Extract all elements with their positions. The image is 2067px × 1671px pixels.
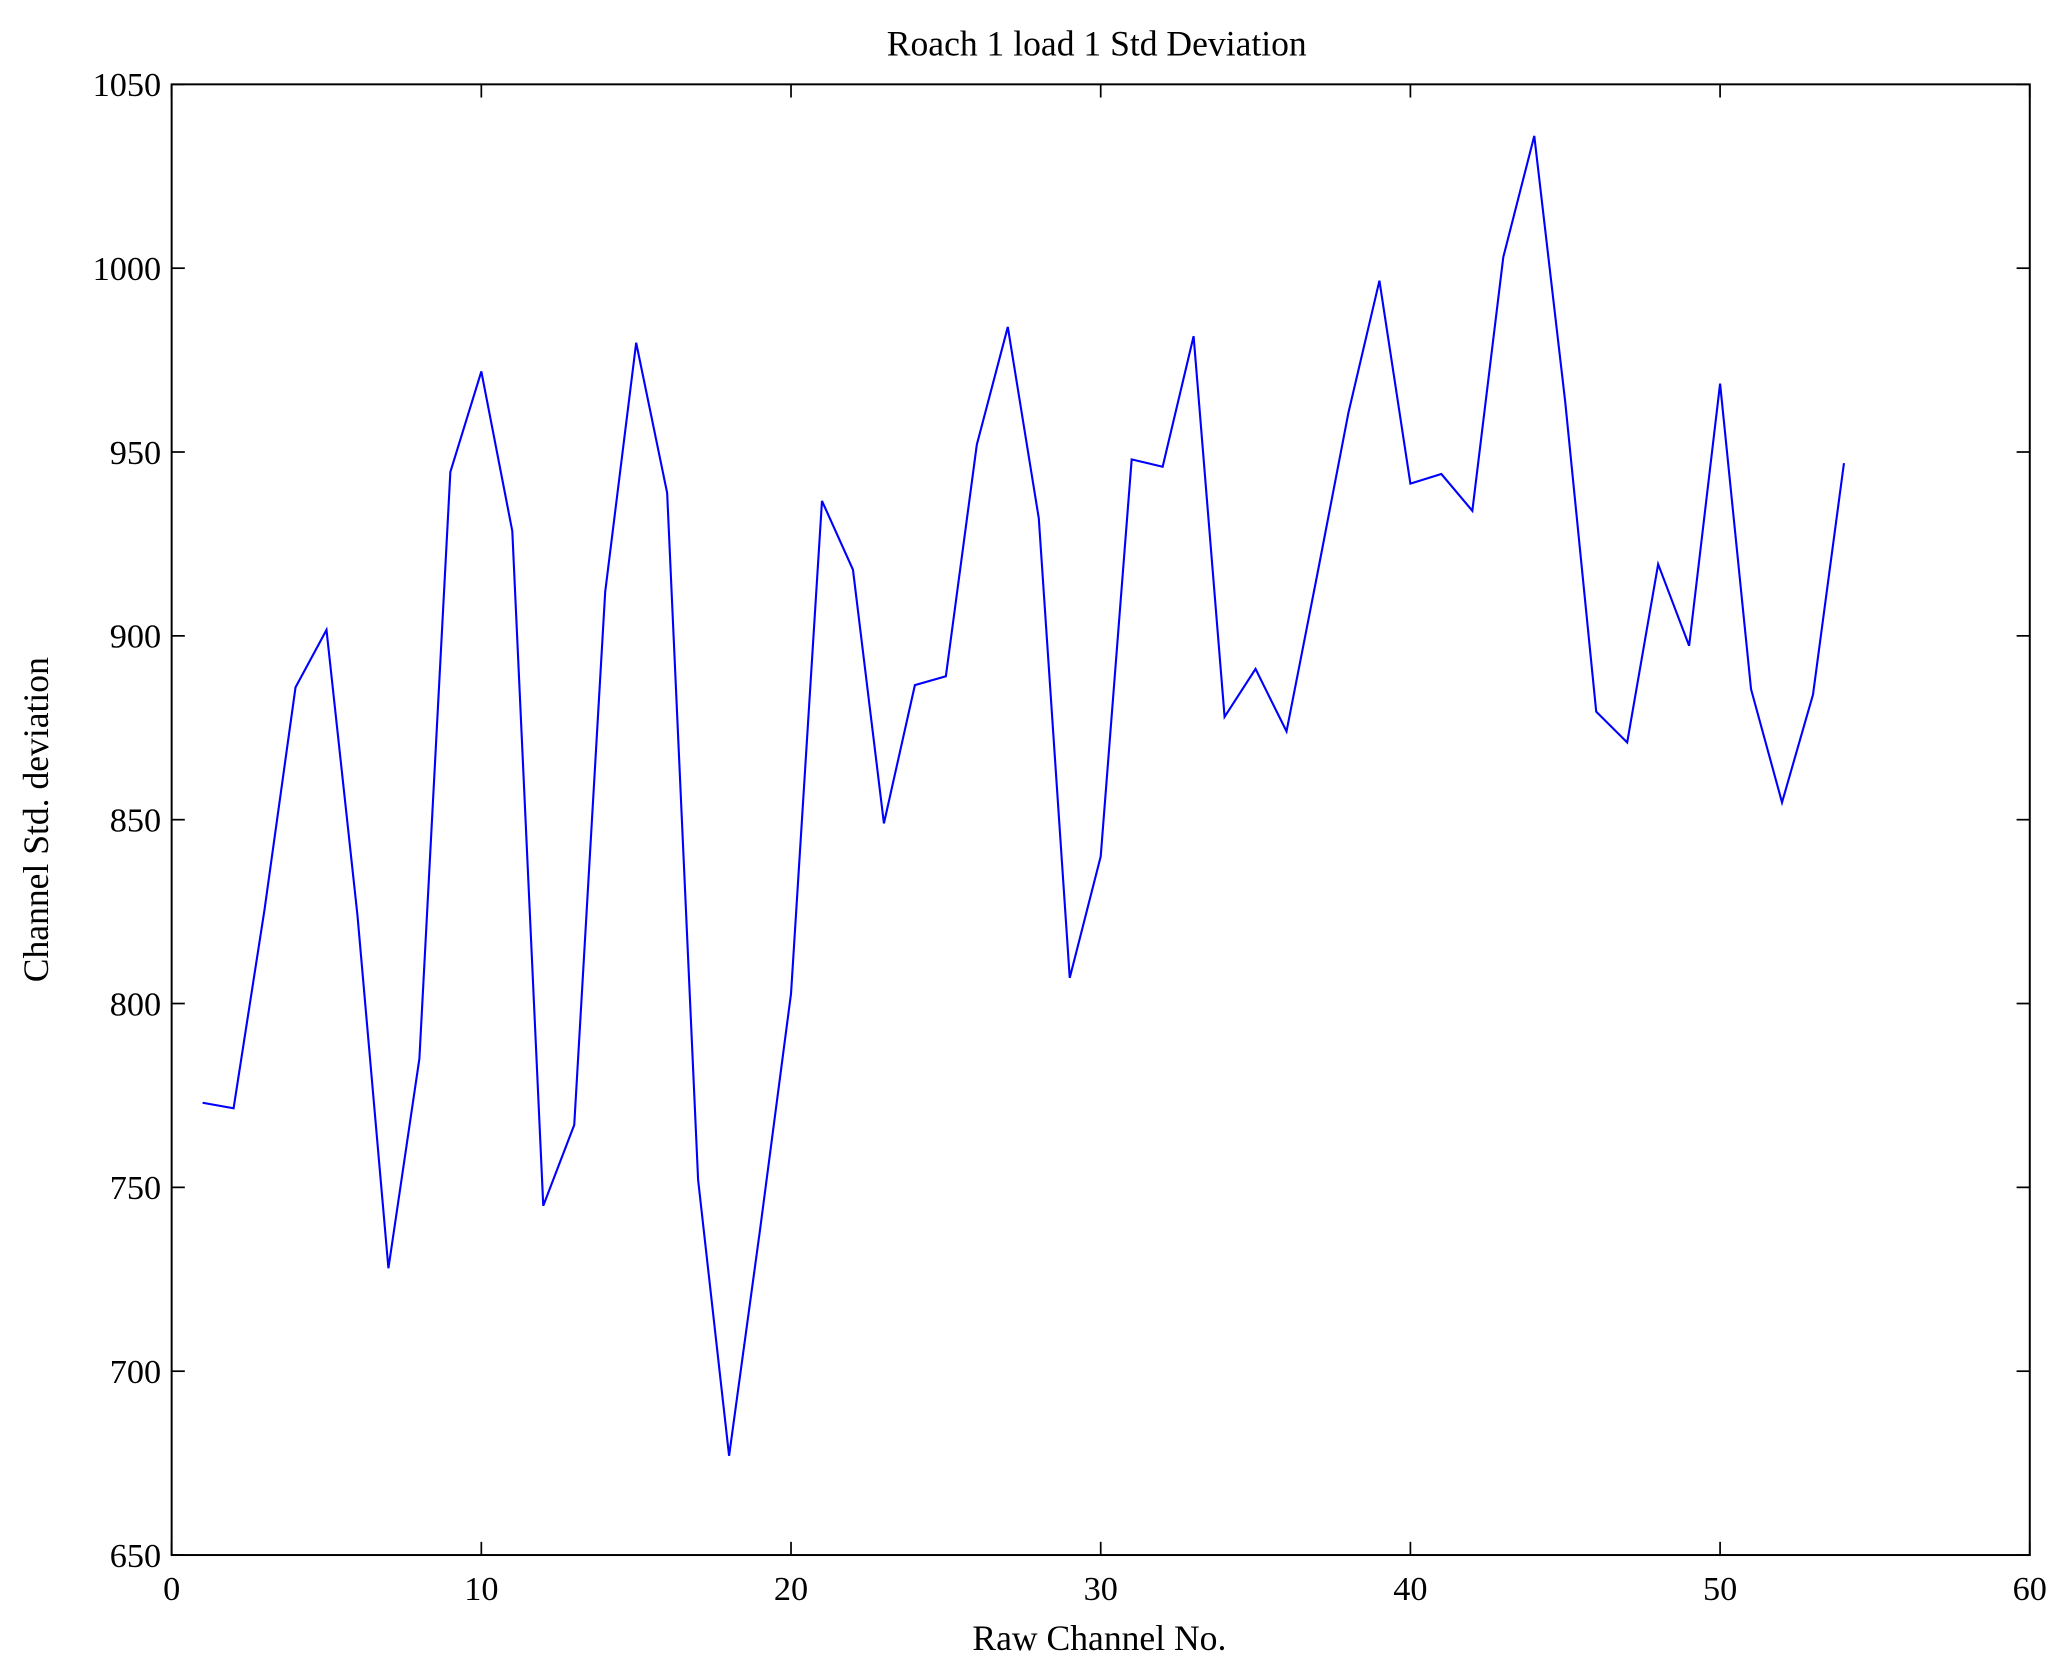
y-tick-label: 850	[110, 802, 161, 840]
y-tick-label: 750	[110, 1169, 161, 1207]
y-tick-label: 900	[110, 618, 161, 656]
y-tick-label: 650	[110, 1537, 161, 1575]
x-tick-label: 30	[1084, 1570, 1118, 1608]
x-tick-label: 0	[163, 1570, 180, 1608]
y-tick-label: 1000	[93, 250, 162, 288]
y-tick-label: 800	[110, 985, 161, 1023]
chart-title: Roach 1 load 1 Std Deviation	[887, 23, 1307, 63]
x-tick-label: 40	[1393, 1570, 1427, 1608]
y-tick-label: 1050	[93, 66, 162, 104]
x-tick-label: 50	[1703, 1570, 1737, 1608]
x-tick-label: 10	[464, 1570, 498, 1608]
y-tick-label: 950	[110, 434, 161, 472]
y-axis-label: Channel Std. deviation	[16, 657, 56, 982]
x-tick-label: 20	[774, 1570, 808, 1608]
x-axis-label: Raw Channel No.	[972, 1618, 1226, 1658]
plot-frame	[170, 83, 2031, 1557]
y-tick-label: 700	[110, 1353, 161, 1391]
series-line	[202, 135, 1846, 1456]
x-tick-label: 60	[2013, 1570, 2047, 1608]
